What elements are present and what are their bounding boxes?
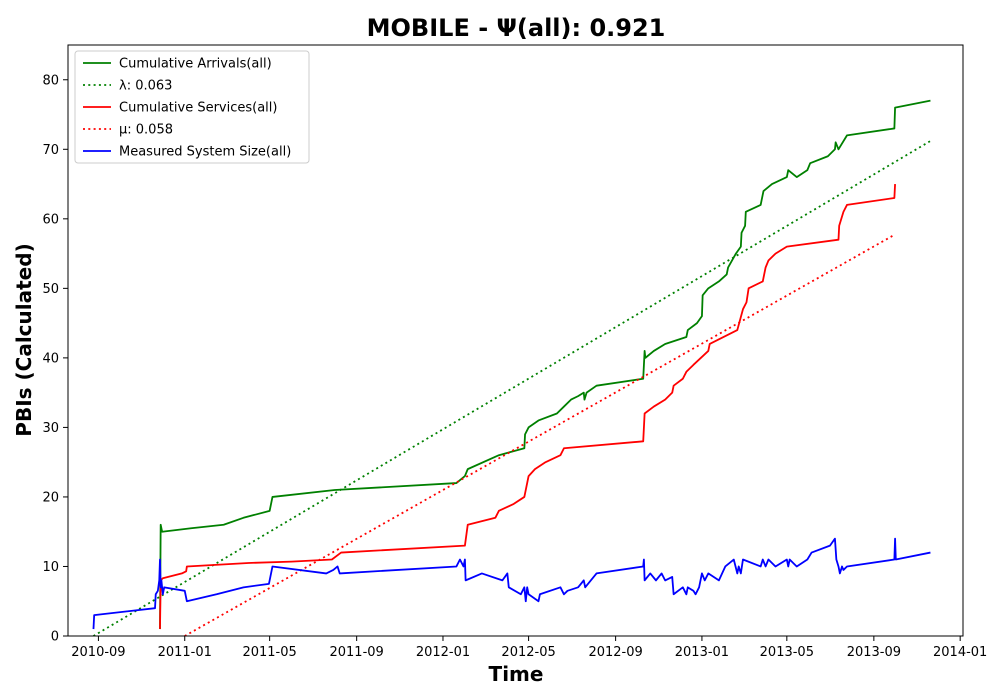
y-tick-label: 60 bbox=[42, 212, 59, 227]
y-tick-label: 50 bbox=[42, 282, 59, 297]
legend: Cumulative Arrivals(all) λ: 0.063 Cumulati… bbox=[74, 50, 310, 164]
y-tick-label: 80 bbox=[42, 73, 59, 88]
x-tick-label: 2013-01 bbox=[675, 645, 729, 660]
y-tick-label: 10 bbox=[42, 560, 59, 575]
x-tick-label: 2010-09 bbox=[71, 645, 125, 660]
y-tick-label: 0 bbox=[51, 630, 59, 645]
x-tick-label: 2013-09 bbox=[847, 645, 901, 660]
x-tick-label: 2013-05 bbox=[760, 645, 814, 660]
chart-title: MOBILE - Ψ(all): 0.921 bbox=[367, 14, 666, 42]
legend-label: Cumulative Arrivals(all) bbox=[119, 57, 272, 72]
axes: 2010-09 2011-01 2011-05 2011-09 2012-01 2012-… bbox=[42, 44, 987, 660]
series-line-2 bbox=[159, 184, 896, 630]
legend-label: Cumulative Services(all) bbox=[119, 101, 277, 116]
x-tick-label: 2012-01 bbox=[416, 645, 470, 660]
series-line-3 bbox=[184, 234, 895, 636]
x-tick-label: 2011-05 bbox=[242, 645, 296, 660]
x-tick-label: 2014-01 bbox=[933, 645, 987, 660]
legend-label: μ: 0.058 bbox=[119, 123, 173, 138]
x-tick-label: 2011-09 bbox=[329, 645, 383, 660]
series-line-4 bbox=[92, 537, 931, 630]
legend-label: Measured System Size(all) bbox=[119, 145, 291, 160]
y-tick-label: 70 bbox=[42, 143, 59, 158]
y-tick-label: 30 bbox=[42, 421, 59, 436]
plot-area bbox=[92, 99, 931, 636]
x-tick-label: 2012-09 bbox=[588, 645, 642, 660]
y-axis-title: PBIs (Calculated) bbox=[12, 243, 36, 436]
series-line-0 bbox=[159, 99, 931, 630]
legend-box bbox=[74, 50, 310, 164]
plot-frame bbox=[67, 44, 964, 637]
x-axis-title: Time bbox=[489, 662, 544, 686]
y-tick-label: 20 bbox=[42, 490, 59, 505]
x-tick-label: 2012-05 bbox=[501, 645, 555, 660]
legend-label: λ: 0.063 bbox=[119, 79, 172, 94]
x-tick-label: 2011-01 bbox=[158, 645, 212, 660]
y-tick-label: 40 bbox=[42, 351, 59, 366]
